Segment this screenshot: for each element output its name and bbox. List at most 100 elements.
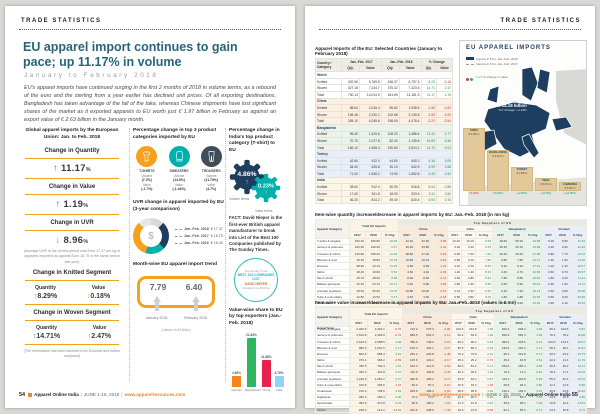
india-column: Percentage change in India's top product… [229,128,284,392]
map-bar-cambodia: CAMBODIA € 0.58 bn (+11.08%) [559,182,581,195]
share-bar-chart: 4.96% Vietnam 21.84% Bangladesh 11.86% C… [229,333,284,392]
map-legend: Imports in € bn: Jan.-Feb. 2018 Imports … [466,55,518,86]
up-arrow-icon: ↑ [33,292,38,300]
website-link[interactable]: www.apparelresources.com [419,392,481,397]
value-table-title: Item-wise value increase/decrease in app… [315,300,516,305]
svg-text:↑: ↑ [245,178,249,187]
up-arrow-icon [191,296,200,312]
up-arrow-icon: ↑ [87,332,92,340]
tshirt-icon [136,146,158,168]
divider-dotted [319,29,581,30]
legend-swatch-2017 [466,63,474,65]
quantity-table-title: Item-wise quantity increase/decrease in … [315,212,510,217]
svg-text:4.86%: 4.86% [237,172,256,179]
bar-china: 11.86% China [260,355,272,392]
down-arrow-icon: ↓ [55,235,61,247]
gear-icon-value: 0.23% ↑ [251,174,281,203]
middle-column: Percentage change in top 3 product categ… [133,128,225,382]
issue-date: JUNE 1-15, 2018 [485,392,521,397]
orange-rule [25,214,119,216]
map-bar-china: CHINA € 4.08 bn (-3.94%) [463,128,485,195]
up-arrow-icon: ↑ [53,163,59,175]
donut-label: Jan.-Feb. 2017 € 18.75 [175,234,225,238]
column-divider [225,128,226,382]
orange-rule [25,194,119,196]
share-chart-title: Value-wise share to EU by top exporters … [229,307,283,326]
uvr-note: (Average UVR in the review period was Eu… [23,249,121,264]
page-kicker: TRADE STATISTICS [500,18,581,24]
left-footer: 54 Apparel Online India | JUNE 1-15, 2018 | w… [19,392,186,398]
headline: EU apparel import continues to gain pace… [23,40,238,69]
top3-categories: T-SHIRTS Volume (7.2%) Value (-1.7%) SWE… [133,146,225,192]
page-kicker: TRADE STATISTICS [21,18,102,24]
category-sweaters: SWEATERS Volume (14.5%) Value (-1.44%) [165,146,193,192]
bar [231,375,241,387]
brand-name: Apparel Online India [525,392,571,397]
top3-title: Percentage change in top 3 product categ… [133,128,217,140]
bar-bangladesh: 21.84% Bangladesh [244,333,261,392]
donut-ring: $ [133,218,169,255]
source-footnote: (The information has been sourced from E… [23,348,121,359]
quantity-table-section: Item-wise quantity increase/decrease in … [315,212,588,332]
orange-rule [25,279,119,281]
country-imports-table: Country / Category Jan.-Feb. 2017 Jan.-Feb… [315,57,454,205]
knitted-segment: Change in Knitted Segment Quantity ↑8.29… [19,270,125,305]
trend-frame: 7.79 6.40 [137,276,215,309]
orange-rule [25,230,119,232]
uvr-donut-chart: $ Jan.-Feb. 2018 € 17.47 Jan.-Feb. 2017 € … [133,218,225,255]
stat-quantity: Change in Quantity ↑ 11.17% [19,148,125,180]
map-callout: EU Import € 14.18 billion YoY Change: +1… [498,99,527,112]
orange-rule [25,343,119,345]
gear-icon-volume: 4.86% ↑ [229,160,265,195]
stat-uvr: Change in UVR ↓ 8.96% [19,220,125,246]
global-stats-title: Global apparel imports by the European U… [25,128,119,140]
map-bar-turkey: TURKEY € 1.58 bn (+2.90%) [511,167,533,195]
page-number: 54 [19,392,26,398]
down-arrow-icon: ↓ [86,292,91,300]
up-arrow-icon: ↑ [32,332,37,340]
fact-text: FACT: David Nieper is the first-ever Bri… [229,215,283,253]
dollar-icon: $ [148,230,154,242]
page-number: 55 [571,392,578,398]
stat-columns: Global apparel imports by the European U… [19,128,284,392]
website-link[interactable]: www.apparelresources.com [124,392,186,397]
trousers-icon [200,146,222,168]
orange-rule [25,178,119,180]
svg-text:↑: ↑ [265,190,268,196]
legend-yoy-dots [466,68,473,86]
bar [246,338,256,387]
eu-map-panel: EU APPAREL IMPORTS Imports in € bn: Jan.… [459,40,587,206]
india-title: Percentage change in India's top product… [229,128,280,153]
column-divider [129,128,130,382]
supplier-bars: CHINA € 4.08 bn (-3.94%) BANGLADESH € 2.62… [463,128,583,195]
divider-dotted [19,29,281,30]
india-gears: 4.86% ↑ 0.23% ↑ Volume terms Value terms [229,159,283,213]
right-footer: www.apparelresources.com | JUNE 1-15, 2018… [419,392,578,398]
map-title: EU APPAREL IMPORTS [466,45,551,51]
donut-label: Jan.-Feb. 2016 € 18.40 [175,241,225,245]
brand-square-icon [28,392,33,397]
trend-chart: 7.79 6.40 January 2018 February 2018 (Va… [133,274,225,338]
stat-value: Change in Value ↑ 1.19% [19,184,125,216]
legend-swatch-2018 [466,57,474,60]
global-stats-column: Global apparel imports by the European U… [19,128,125,382]
bar-india: 4.76% India [274,371,284,392]
country-table-section: Apparel Imports of the EU: Selected Coun… [315,46,454,205]
country-table-title: Apparel Imports of the EU: Selected Coun… [315,46,443,56]
bar [274,376,284,387]
bar-vietnam: 4.96% Vietnam [231,370,242,392]
value-table-section: Item-wise value increase/decrease in app… [315,300,587,414]
map-bar-india: INDIA € 0.82 bn (+0.76%) [535,178,557,195]
sweater-icon [168,146,190,168]
orange-rule [25,158,119,160]
bar [261,360,271,387]
europe-map [468,67,586,205]
value-table: Apparel Category Total EU Imports Top Supp… [315,306,587,414]
category-tshirts: T-SHIRTS Volume (7.2%) Value (-1.7%) [133,146,161,192]
donut-label: Jan.-Feb. 2018 € 17.47 [175,227,225,231]
map-bar-bangladesh: BANGLADESH € 2.62 bn (+5.03%) [487,150,509,195]
subtitle: January to February 2018 [24,72,159,79]
orange-rule [25,303,119,305]
brand-name: Apparel Online India [34,392,79,397]
quantity-table: Apparel Category Total EU Imports Top Supp… [315,218,588,332]
